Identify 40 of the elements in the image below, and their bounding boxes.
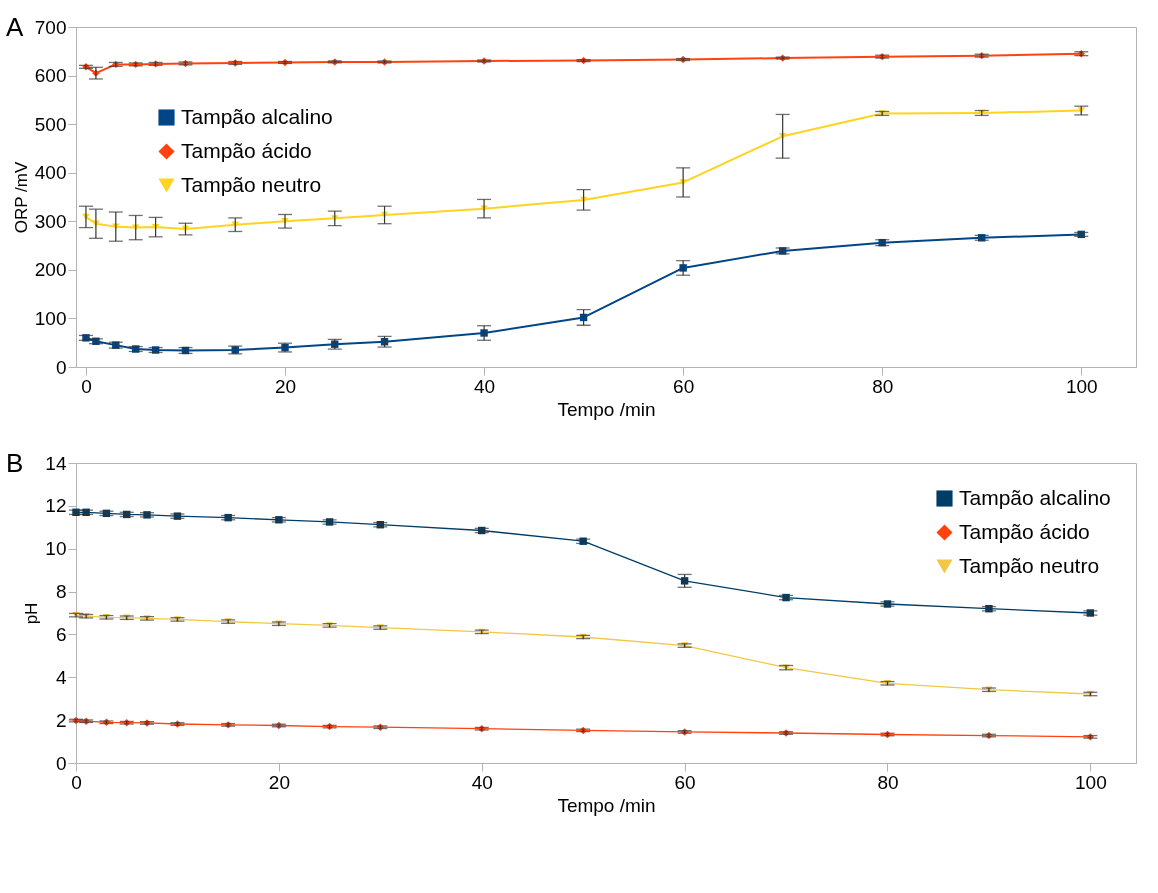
legend-label: Tampão alcalino	[959, 485, 1111, 509]
y-tick-label: 600	[34, 65, 67, 87]
x-tick-label: 0	[71, 771, 82, 793]
y-tick-label: 6	[55, 623, 67, 645]
text: A	[6, 12, 24, 42]
x-tick-label: 100	[1065, 375, 1098, 397]
legend-label: Tampão ácido	[181, 138, 312, 162]
x-axis-title: Tempo /min	[557, 794, 656, 816]
x-axis-title: Tempo /min	[557, 398, 656, 420]
y-tick-label: 700	[34, 16, 67, 38]
y-tick-label: 8	[55, 581, 67, 603]
x-tick-label: 60	[674, 771, 696, 793]
y-axis-title: pH	[22, 602, 42, 625]
y-tick-label: 12	[45, 495, 67, 517]
legend-label: Tampão neutro	[181, 172, 322, 196]
x-tick-label: 60	[673, 375, 695, 397]
x-tick-label: 20	[268, 771, 290, 793]
y-tick-label: 0	[55, 752, 67, 774]
y-tick-label: 400	[34, 162, 67, 184]
legend-label: Tampão ácido	[959, 519, 1090, 543]
legend-label: Tampão neutro	[959, 553, 1100, 577]
y-tick-label: 10	[45, 538, 67, 560]
y-axis-title: ORP /mV	[11, 161, 31, 234]
y-tick-label: 500	[34, 113, 67, 135]
legend-label: Tampão alcalino	[181, 104, 333, 128]
text: B	[6, 448, 24, 478]
x-tick-label: 40	[471, 771, 493, 793]
x-tick-label: 40	[474, 375, 496, 397]
y-tick-label: 4	[55, 666, 67, 688]
x-tick-label: 20	[274, 375, 297, 397]
y-tick-label: 200	[34, 259, 67, 281]
x-tick-label: 100	[1075, 771, 1107, 793]
y-tick-label: 300	[34, 210, 67, 232]
y-tick-label: 100	[34, 307, 67, 329]
x-tick-label: 0	[81, 375, 92, 397]
y-tick-label: 0	[55, 356, 67, 378]
x-tick-label: 80	[872, 375, 894, 397]
y-tick-label: 14	[45, 452, 67, 474]
x-tick-label: 80	[877, 771, 899, 793]
y-tick-label: 2	[55, 709, 67, 731]
